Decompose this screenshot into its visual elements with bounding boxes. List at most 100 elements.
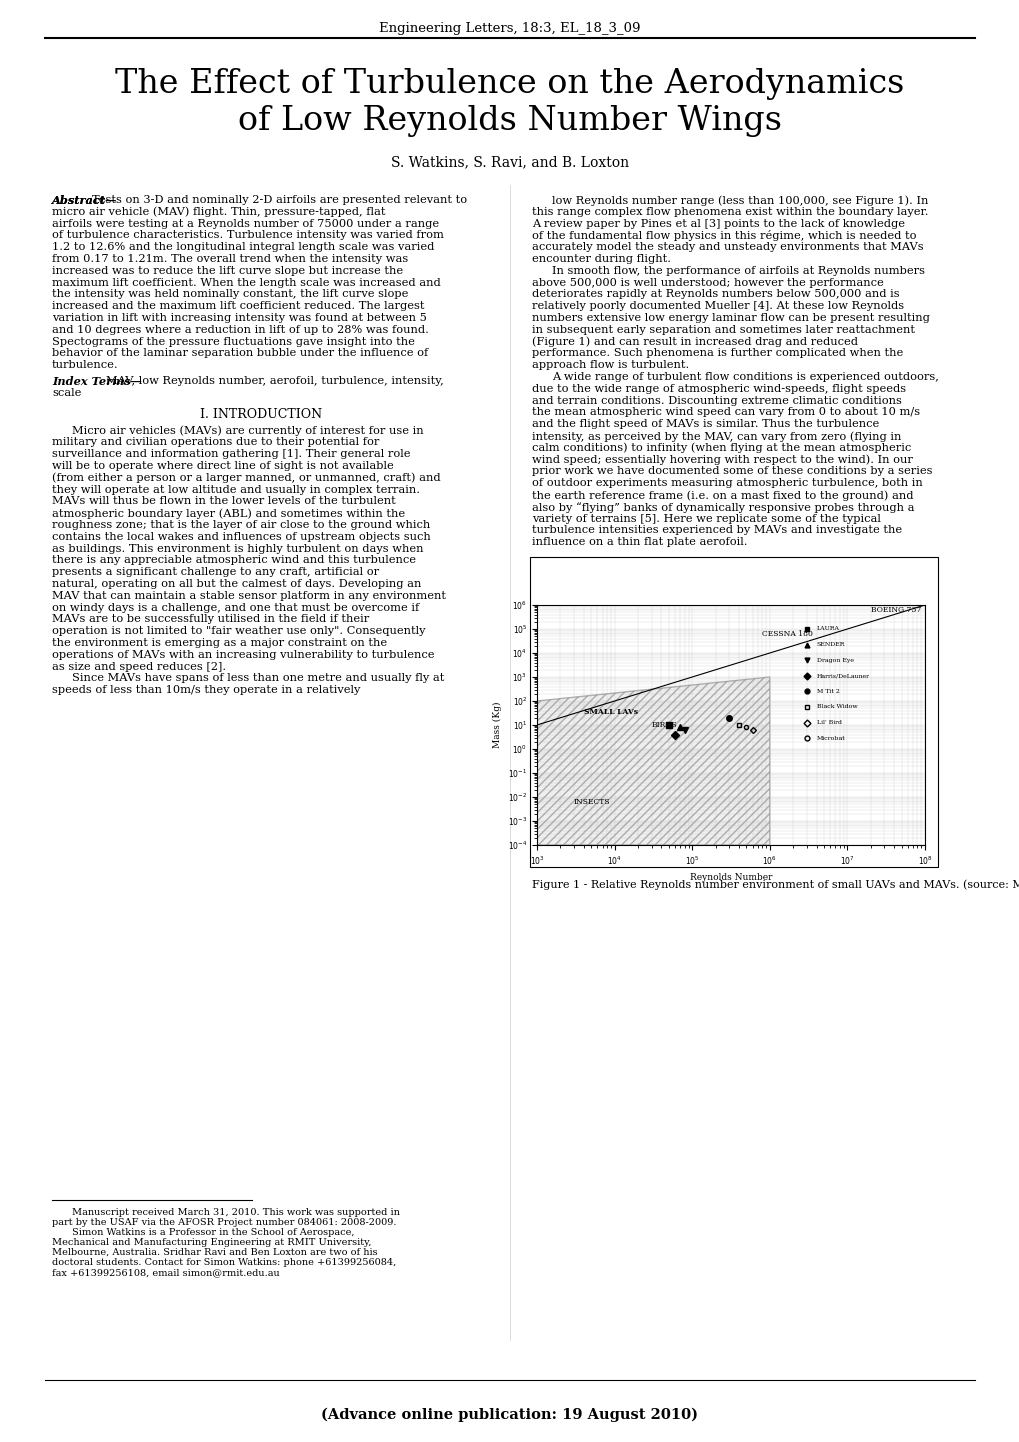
Text: A review paper by Pines et al [3] points to the lack of knowledge: A review paper by Pines et al [3] points… — [532, 219, 904, 229]
Text: Harris/DeLauner: Harris/DeLauner — [816, 673, 868, 678]
Text: also by “flying” banks of dynamically responsive probes through a: also by “flying” banks of dynamically re… — [532, 502, 914, 512]
Text: Lil' Bird: Lil' Bird — [816, 720, 841, 725]
Text: turbulence intensities experienced by MAVs and investigate the: turbulence intensities experienced by MA… — [532, 525, 901, 535]
Text: (Figure 1) and can result in increased drag and reduced: (Figure 1) and can result in increased d… — [532, 336, 857, 348]
Text: natural, operating on all but the calmest of days. Developing an: natural, operating on all but the calmes… — [52, 580, 421, 588]
Text: influence on a thin flat plate aerofoil.: influence on a thin flat plate aerofoil. — [532, 538, 747, 547]
Text: Abstract: Abstract — [52, 195, 106, 206]
Text: of the fundamental flow physics in this régime, which is needed to: of the fundamental flow physics in this … — [532, 231, 916, 241]
Text: speeds of less than 10m/s they operate in a relatively: speeds of less than 10m/s they operate i… — [52, 685, 360, 695]
Text: Manuscript received March 31, 2010. This work was supported in: Manuscript received March 31, 2010. This… — [72, 1208, 399, 1217]
Text: increased was to reduce the lift curve slope but increase the: increased was to reduce the lift curve s… — [52, 265, 403, 275]
Text: Micro air vehicles (MAVs) are currently of interest for use in: Micro air vehicles (MAVs) are currently … — [72, 425, 423, 435]
Text: prior work we have documented some of these conditions by a series: prior work we have documented some of th… — [532, 466, 931, 476]
Text: In smooth flow, the performance of airfoils at Reynolds numbers: In smooth flow, the performance of airfo… — [551, 265, 924, 275]
Text: MAV that can maintain a stable sensor platform in any environment: MAV that can maintain a stable sensor pl… — [52, 591, 445, 601]
Text: and terrain conditions. Discounting extreme climatic conditions: and terrain conditions. Discounting extr… — [532, 395, 901, 405]
Text: will be to operate where direct line of sight is not available: will be to operate where direct line of … — [52, 461, 393, 472]
Text: Since MAVs have spans of less than one metre and usually fly at: Since MAVs have spans of less than one m… — [72, 673, 444, 684]
Text: Tests on 3-D and nominally 2-D airfoils are presented relevant to: Tests on 3-D and nominally 2-D airfoils … — [93, 195, 467, 205]
Text: S. Watkins, S. Ravi, and B. Loxton: S. Watkins, S. Ravi, and B. Loxton — [390, 154, 629, 169]
Text: surveillance and information gathering [1]. Their general role: surveillance and information gathering [… — [52, 450, 410, 459]
Text: Spectograms of the pressure fluctuations gave insight into the: Spectograms of the pressure fluctuations… — [52, 336, 415, 346]
Text: SENDER: SENDER — [816, 642, 844, 647]
Text: operations of MAVs with an increasing vulnerability to turbulence: operations of MAVs with an increasing vu… — [52, 650, 434, 660]
Text: low Reynolds number range (less than 100,000, see Figure 1). In: low Reynolds number range (less than 100… — [551, 195, 927, 206]
Text: BOEING 737: BOEING 737 — [870, 606, 920, 614]
Text: as buildings. This environment is highly turbulent on days when: as buildings. This environment is highly… — [52, 544, 423, 554]
Text: encounter during flight.: encounter during flight. — [532, 254, 671, 264]
Text: M Tit 2: M Tit 2 — [816, 689, 839, 694]
Text: A wide range of turbulent flow conditions is experienced outdoors,: A wide range of turbulent flow condition… — [551, 372, 937, 382]
Text: Dragon Eye: Dragon Eye — [816, 658, 853, 663]
Text: above 500,000 is well understood; however the performance: above 500,000 is well understood; howeve… — [532, 278, 882, 287]
Polygon shape — [536, 676, 769, 845]
Text: LAURA: LAURA — [816, 626, 839, 632]
X-axis label: Reynolds Number: Reynolds Number — [689, 872, 771, 881]
Text: calm conditions) to infinity (when flying at the mean atmospheric: calm conditions) to infinity (when flyin… — [532, 443, 910, 453]
Text: atmospheric boundary layer (ABL) and sometimes within the: atmospheric boundary layer (ABL) and som… — [52, 508, 405, 519]
Text: MAV, low Reynolds number, aerofoil, turbulence, intensity,: MAV, low Reynolds number, aerofoil, turb… — [106, 376, 443, 386]
Text: performance. Such phenomena is further complicated when the: performance. Such phenomena is further c… — [532, 349, 903, 359]
Text: Melbourne, Australia. Sridhar Ravi and Ben Loxton are two of his: Melbourne, Australia. Sridhar Ravi and B… — [52, 1247, 377, 1257]
Text: Index Terms—: Index Terms— — [52, 376, 142, 386]
Text: INSECTS: INSECTS — [574, 799, 610, 806]
Text: behavior of the laminar separation bubble under the influence of: behavior of the laminar separation bubbl… — [52, 349, 428, 359]
Text: there is any appreciable atmospheric wind and this turbulence: there is any appreciable atmospheric win… — [52, 555, 416, 565]
Text: they will operate at low altitude and usually in complex terrain.: they will operate at low altitude and us… — [52, 485, 420, 495]
Text: micro air vehicle (MAV) flight. Thin, pressure-tapped, flat: micro air vehicle (MAV) flight. Thin, pr… — [52, 206, 385, 218]
Text: airfoils were testing at a Reynolds number of 75000 under a range: airfoils were testing at a Reynolds numb… — [52, 219, 439, 229]
Text: (Advance online publication: 19 August 2010): (Advance online publication: 19 August 2… — [321, 1407, 698, 1422]
Text: SMALL LAVs: SMALL LAVs — [583, 708, 637, 715]
Text: the intensity was held nominally constant, the lift curve slope: the intensity was held nominally constan… — [52, 290, 408, 300]
Y-axis label: Mass (Kg): Mass (Kg) — [493, 702, 502, 748]
Text: Simon Watkins is a Professor in the School of Aerospace,: Simon Watkins is a Professor in the Scho… — [72, 1229, 355, 1237]
Text: The Effect of Turbulence on the Aerodynamics: The Effect of Turbulence on the Aerodyna… — [115, 68, 904, 99]
Text: I. INTRODUCTION: I. INTRODUCTION — [200, 408, 322, 421]
Text: MAVs are to be successfully utilised in the field if their: MAVs are to be successfully utilised in … — [52, 614, 369, 624]
Text: numbers extensive low energy laminar flow can be present resulting: numbers extensive low energy laminar flo… — [532, 313, 929, 323]
Text: accurately model the steady and unsteady environments that MAVs: accurately model the steady and unsteady… — [532, 242, 923, 252]
Text: this range complex flow phenomena exist within the boundary layer.: this range complex flow phenomena exist … — [532, 206, 927, 216]
Text: and 10 degrees where a reduction in lift of up to 28% was found.: and 10 degrees where a reduction in lift… — [52, 324, 428, 335]
Text: due to the wide range of atmospheric wind-speeds, flight speeds: due to the wide range of atmospheric win… — [532, 384, 905, 394]
Text: roughness zone; that is the layer of air close to the ground which: roughness zone; that is the layer of air… — [52, 521, 430, 531]
Text: intensity, as perceived by the MAV, can vary from zero (flying in: intensity, as perceived by the MAV, can … — [532, 431, 901, 441]
Text: of outdoor experiments measuring atmospheric turbulence, both in: of outdoor experiments measuring atmosph… — [532, 479, 922, 489]
Text: (from either a person or a larger manned, or unmanned, craft) and: (from either a person or a larger manned… — [52, 473, 440, 483]
Text: increased and the maximum lift coefficient reduced. The largest: increased and the maximum lift coefficie… — [52, 301, 424, 311]
Text: of Low Reynolds Number Wings: of Low Reynolds Number Wings — [237, 105, 782, 137]
Text: scale: scale — [52, 388, 82, 398]
Text: wind speed; essentially hovering with respect to the wind). In our: wind speed; essentially hovering with re… — [532, 454, 912, 466]
Text: contains the local wakes and influences of upstream objects such: contains the local wakes and influences … — [52, 532, 430, 542]
Text: BIRDS: BIRDS — [651, 721, 677, 730]
Text: presents a significant challenge to any craft, artificial or: presents a significant challenge to any … — [52, 567, 379, 577]
Text: the mean atmospheric wind speed can vary from 0 to about 10 m/s: the mean atmospheric wind speed can vary… — [532, 408, 919, 417]
Text: Figure 1 - Relative Reynolds number environment of small UAVs and MAVs. (source:: Figure 1 - Relative Reynolds number envi… — [532, 880, 1019, 890]
Text: Engineering Letters, 18:3, EL_18_3_09: Engineering Letters, 18:3, EL_18_3_09 — [379, 22, 640, 35]
Text: variation in lift with increasing intensity was found at between 5: variation in lift with increasing intens… — [52, 313, 427, 323]
Text: Mechanical and Manufacturing Engineering at RMIT University,: Mechanical and Manufacturing Engineering… — [52, 1239, 371, 1247]
Text: as size and speed reduces [2].: as size and speed reduces [2]. — [52, 662, 226, 672]
Text: operation is not limited to "fair weather use only". Consequently: operation is not limited to "fair weathe… — [52, 626, 425, 636]
Text: on windy days is a challenge, and one that must be overcome if: on windy days is a challenge, and one th… — [52, 603, 419, 613]
Text: the earth reference frame (i.e. on a mast fixed to the ground) and: the earth reference frame (i.e. on a mas… — [532, 490, 913, 500]
Text: doctoral students. Contact for Simon Watkins: phone +61399256084,: doctoral students. Contact for Simon Wat… — [52, 1257, 395, 1268]
Text: Microbat: Microbat — [816, 735, 845, 741]
Text: turbulence.: turbulence. — [52, 360, 118, 371]
Text: from 0.17 to 1.21m. The overall trend when the intensity was: from 0.17 to 1.21m. The overall trend wh… — [52, 254, 408, 264]
Text: of turbulence characteristics. Turbulence intensity was varied from: of turbulence characteristics. Turbulenc… — [52, 231, 443, 241]
Text: Black Widow: Black Widow — [816, 705, 856, 709]
Text: maximum lift coefficient. When the length scale was increased and: maximum lift coefficient. When the lengt… — [52, 278, 440, 287]
FancyBboxPatch shape — [530, 557, 937, 867]
Text: variety of terrains [5]. Here we replicate some of the typical: variety of terrains [5]. Here we replica… — [532, 513, 880, 523]
Text: 1.2 to 12.6% and the longitudinal integral length scale was varied: 1.2 to 12.6% and the longitudinal integr… — [52, 242, 434, 252]
Text: the environment is emerging as a major constraint on the: the environment is emerging as a major c… — [52, 637, 387, 647]
Text: CESSNA 180: CESSNA 180 — [761, 630, 812, 639]
Text: and the flight speed of MAVs is similar. Thus the turbulence: and the flight speed of MAVs is similar.… — [532, 420, 878, 430]
Text: part by the USAF via the AFOSR Project number 084061: 2008-2009.: part by the USAF via the AFOSR Project n… — [52, 1218, 396, 1227]
Text: in subsequent early separation and sometimes later reattachment: in subsequent early separation and somet… — [532, 324, 914, 335]
Text: Abstract—: Abstract— — [52, 195, 117, 206]
Text: fax +61399256108, email simon@rmit.edu.au: fax +61399256108, email simon@rmit.edu.a… — [52, 1268, 279, 1278]
Text: MAVs will thus be flown in the lower levels of the turbulent: MAVs will thus be flown in the lower lev… — [52, 496, 395, 506]
